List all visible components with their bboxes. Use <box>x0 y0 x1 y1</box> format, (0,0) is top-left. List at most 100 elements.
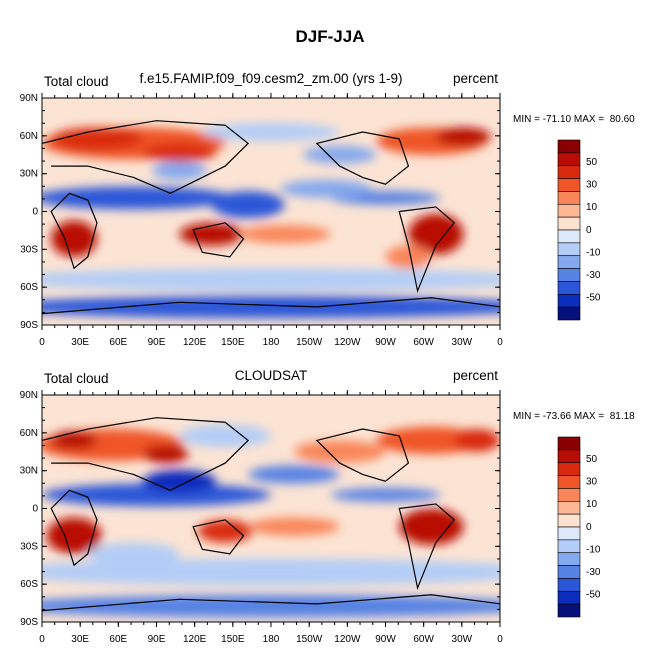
min-max: MIN = -73.66 MAX = 81.18 <box>513 411 635 422</box>
field-patch <box>399 508 464 545</box>
panel-right-label: percent <box>453 71 498 86</box>
lat-label: 60N <box>20 131 38 142</box>
lon-label: 60E <box>109 634 127 645</box>
colorbar-box <box>557 216 581 231</box>
colorbar-label: -50 <box>586 590 601 601</box>
field-patch <box>42 295 500 319</box>
field-patch <box>376 426 487 455</box>
field-patch <box>142 444 189 464</box>
colorbar-box <box>557 281 581 295</box>
colorbar-box <box>557 462 581 476</box>
lon-label: 150E <box>221 337 245 348</box>
lon-label: 120E <box>183 634 207 645</box>
lon-label: 120W <box>334 337 361 348</box>
colorbar-label: 30 <box>586 477 598 488</box>
field-patch <box>385 245 432 269</box>
field-patch <box>151 161 207 180</box>
colorbar-box <box>557 191 581 205</box>
lat-label: 0 <box>32 207 38 218</box>
field-patch <box>51 431 97 450</box>
lon-label: 0 <box>497 337 503 348</box>
lat-label: 90S <box>20 617 38 628</box>
field-patch <box>238 225 331 244</box>
coastline <box>315 131 410 185</box>
lon-label: 0 <box>497 634 503 645</box>
lat-label: 60S <box>20 282 38 293</box>
field-patch <box>248 465 340 484</box>
coastline <box>315 428 410 482</box>
lon-label: 90E <box>148 634 166 645</box>
colorbar-box <box>557 436 581 451</box>
lon-label: 30W <box>452 634 473 645</box>
panel-center-label: f.e15.FAMIP.f09_f09.cesm2_zm.00 (yrs 1-9… <box>139 71 402 86</box>
lon-label: 150W <box>296 337 323 348</box>
lon-label: 60W <box>413 634 434 645</box>
lon-label: 60W <box>413 337 434 348</box>
lon-label: 90W <box>375 634 396 645</box>
colorbar-label: 30 <box>586 180 598 191</box>
map-panel: Total cloud CLOUDSAT percent MIN = -73.66 M… <box>20 368 636 645</box>
field-patch <box>211 191 285 219</box>
colorbar-box <box>557 178 581 192</box>
coastline <box>42 297 500 315</box>
lat-label: 90N <box>20 390 38 401</box>
colorbar-label: 0 <box>586 522 592 533</box>
colorbar-box <box>557 165 581 179</box>
panel-right-label: percent <box>453 368 498 383</box>
colorbar-box <box>557 500 581 515</box>
field-patch <box>42 268 500 291</box>
coastline <box>42 594 500 612</box>
field-patch <box>179 222 244 246</box>
field-patches <box>42 424 500 618</box>
lat-label: 30S <box>20 244 38 255</box>
field-patch <box>42 483 271 507</box>
colorbar-box <box>557 590 581 605</box>
field-patch <box>51 220 97 257</box>
lat-label: 90N <box>20 93 38 104</box>
field-patch <box>280 179 372 198</box>
lon-label: 150W <box>296 634 323 645</box>
colorbar-box <box>557 152 581 167</box>
colorbar-label: -50 <box>586 293 601 304</box>
coastline <box>398 206 456 294</box>
colorbar-box <box>557 449 581 464</box>
colorbar-box <box>557 539 581 554</box>
lon-label: 30E <box>71 634 89 645</box>
colorbar-box <box>557 526 581 541</box>
panel-left-label: Total cloud <box>44 371 109 386</box>
field-patch <box>435 127 491 146</box>
panel-center-label: CLOUDSAT <box>235 368 308 383</box>
map-panel: Total cloud f.e15.FAMIP.f09_f09.cesm2_zm.… <box>20 71 636 348</box>
field-patch <box>179 424 271 448</box>
field-patch <box>202 122 340 142</box>
colorbar-label: -10 <box>586 247 601 258</box>
colorbar-box <box>557 603 581 618</box>
lon-label: 180 <box>263 337 280 348</box>
colorbar-box <box>557 306 581 321</box>
field-patch <box>454 429 500 452</box>
field-patch <box>42 186 235 210</box>
colorbar-box <box>557 268 581 282</box>
field-patch <box>142 143 217 162</box>
field-patch <box>87 542 180 566</box>
lon-label: 90W <box>375 337 396 348</box>
lat-label: 30N <box>20 169 38 180</box>
field-patch <box>303 145 377 164</box>
lon-label: 180 <box>263 634 280 645</box>
figure-title: DJF-JJA <box>296 27 365 46</box>
colorbar-box <box>557 488 581 502</box>
colorbar-box <box>557 578 581 592</box>
lat-label: 30S <box>20 541 38 552</box>
lon-label: 120W <box>334 634 361 645</box>
map-field <box>42 98 500 325</box>
lat-label: 30N <box>20 466 38 477</box>
coastline <box>192 222 245 258</box>
colorbar-box <box>557 565 581 579</box>
colorbar-box <box>557 552 581 566</box>
colorbar-label: 10 <box>586 499 598 510</box>
colorbar-box <box>557 475 581 489</box>
colorbar-box <box>557 203 581 218</box>
colorbar-box <box>557 255 581 269</box>
min-max: MIN = -71.10 MAX = 80.60 <box>513 114 635 125</box>
